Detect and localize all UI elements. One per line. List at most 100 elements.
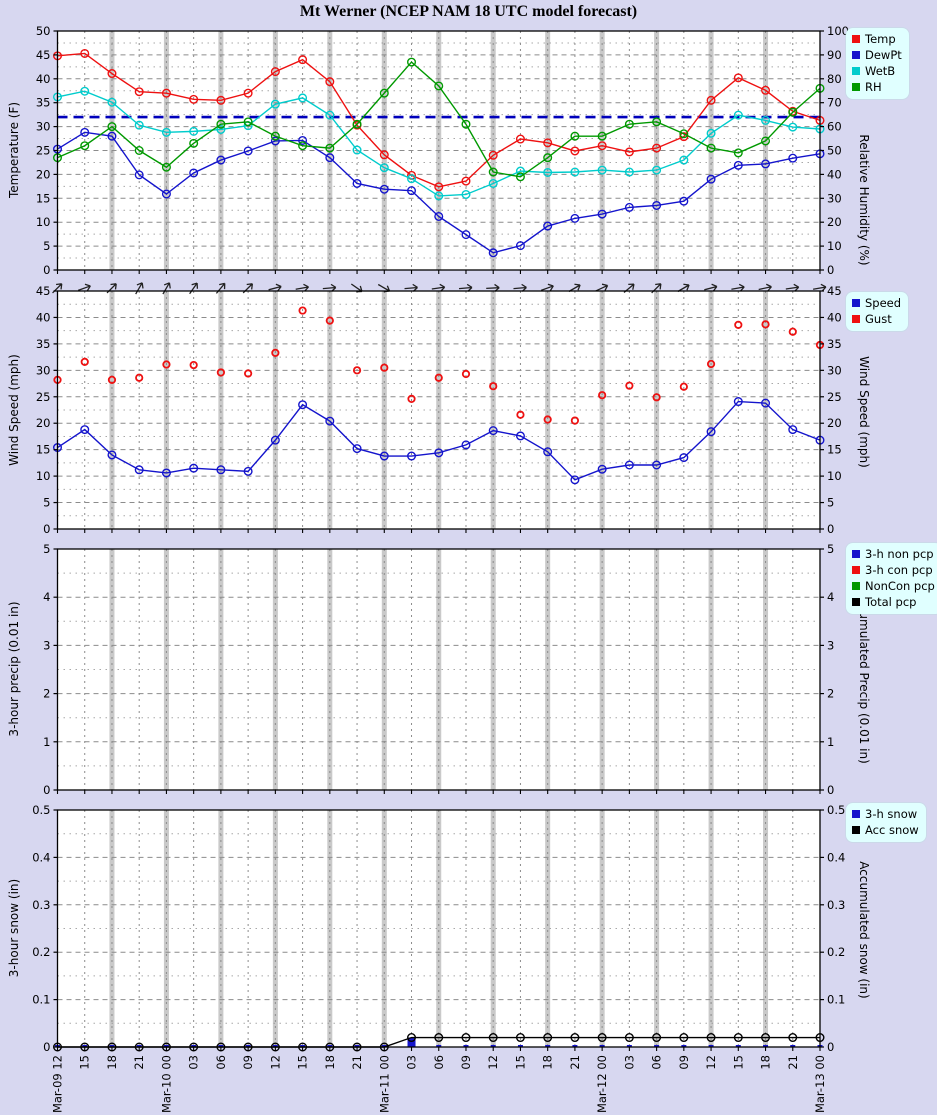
svg-text:2: 2 (827, 687, 834, 701)
svg-text:5: 5 (43, 239, 50, 253)
legend-label: NonCon pcp (865, 579, 935, 593)
legend-swatch-icon (852, 67, 860, 75)
svg-text:06: 06 (650, 1055, 664, 1070)
svg-text:35: 35 (827, 337, 842, 351)
legend-swatch-icon (852, 826, 860, 834)
svg-text:30: 30 (827, 363, 842, 377)
svg-text:18: 18 (541, 1055, 555, 1070)
svg-text:15: 15 (36, 443, 51, 457)
svg-text:1: 1 (827, 735, 834, 749)
svg-text:0.4: 0.4 (827, 850, 845, 864)
legend-swatch-icon (852, 550, 860, 558)
svg-text:12: 12 (486, 1055, 500, 1070)
svg-text:0: 0 (827, 783, 834, 797)
panel-snow: 0 0.1 0.2 0.3 0.4 0.5 0 0.1 0.2 0.3 0.4 0.5 Mar-09 1… (32, 803, 845, 1113)
legend-swatch-icon (852, 51, 860, 59)
svg-text:0.3: 0.3 (32, 898, 50, 912)
svg-text:35: 35 (36, 96, 51, 110)
svg-text:0: 0 (43, 783, 50, 797)
svg-text:03: 03 (622, 1055, 636, 1070)
legend-label: Temp (865, 32, 896, 46)
svg-text:25: 25 (36, 144, 51, 158)
svg-text:21: 21 (350, 1055, 364, 1070)
legend-swatch-icon (852, 35, 860, 43)
svg-text:15: 15 (296, 1055, 310, 1070)
svg-text:20: 20 (827, 215, 842, 229)
legend-label: Acc snow (865, 823, 919, 837)
svg-text:15: 15 (36, 191, 51, 205)
svg-text:4: 4 (827, 590, 834, 604)
svg-text:90: 90 (827, 48, 842, 62)
svg-text:06: 06 (214, 1055, 228, 1070)
svg-text:0.4: 0.4 (32, 850, 50, 864)
svg-text:09: 09 (677, 1055, 691, 1070)
svg-text:10: 10 (827, 239, 842, 253)
svg-text:3: 3 (827, 638, 834, 652)
legend-item-Speed: Speed (852, 295, 901, 311)
svg-text:45: 45 (36, 48, 51, 62)
svg-text:Mar-10 00: Mar-10 00 (159, 1055, 173, 1113)
wind-series-Gust (53, 306, 825, 425)
svg-text:5: 5 (43, 542, 50, 556)
svg-text:Mar-12 00: Mar-12 00 (595, 1055, 609, 1113)
svg-text:03: 03 (405, 1055, 419, 1070)
svg-text:Mar-13 00: Mar-13 00 (813, 1055, 827, 1113)
svg-text:18: 18 (323, 1055, 337, 1070)
svg-text:0: 0 (827, 1040, 834, 1054)
legend-item-Temp: Temp (852, 31, 902, 47)
axis-title-wind-right: Wind Speed (mph) (857, 356, 871, 468)
svg-text:0.2: 0.2 (32, 945, 50, 959)
svg-text:09: 09 (459, 1055, 473, 1070)
svg-text:18: 18 (105, 1055, 119, 1070)
legend-item-NonCon-pcp: NonCon pcp (852, 578, 935, 594)
legend-label: Total pcp (865, 595, 917, 609)
svg-text:5: 5 (43, 496, 50, 510)
svg-text:80: 80 (827, 72, 842, 86)
svg-text:15: 15 (513, 1055, 527, 1070)
svg-text:5: 5 (827, 496, 834, 510)
svg-text:18: 18 (759, 1055, 773, 1070)
svg-text:25: 25 (827, 390, 842, 404)
svg-text:50: 50 (827, 144, 842, 158)
svg-text:15: 15 (78, 1055, 92, 1070)
svg-text:45: 45 (36, 284, 51, 298)
svg-text:09: 09 (241, 1055, 255, 1070)
svg-text:25: 25 (36, 390, 51, 404)
legend-swatch-icon (852, 598, 860, 606)
panel-wind: 0 5 10 15 20 25 30 35 40 45 0 5 10 15 20 25 30 35 40 45 (36, 282, 842, 536)
svg-text:20: 20 (827, 416, 842, 430)
legend-item-Acc-snow: Acc snow (852, 822, 919, 838)
legend-item-DewPt: DewPt (852, 47, 902, 63)
legend-item-WetB: WetB (852, 63, 902, 79)
svg-text:1: 1 (43, 735, 50, 749)
svg-text:0.5: 0.5 (32, 803, 50, 817)
svg-text:4: 4 (43, 590, 50, 604)
svg-text:35: 35 (36, 337, 51, 351)
svg-text:20: 20 (36, 167, 51, 181)
svg-text:50: 50 (36, 24, 51, 38)
svg-text:06: 06 (432, 1055, 446, 1070)
svg-text:10: 10 (36, 469, 51, 483)
axis-title-acc-snow: Accumulated snow (in) (857, 861, 871, 999)
legend-label: RH (865, 80, 882, 94)
svg-text:0.2: 0.2 (827, 945, 845, 959)
svg-text:12: 12 (704, 1055, 718, 1070)
svg-text:0: 0 (43, 1040, 50, 1054)
svg-text:40: 40 (36, 310, 51, 324)
panel-temperature: 0 5 10 15 20 25 30 35 40 45 50 0 10 20 30 40 50 60 70 80 90 1… (36, 24, 849, 277)
svg-text:0.5: 0.5 (827, 803, 845, 817)
svg-text:100: 100 (827, 24, 849, 38)
x-axis-labels: Mar-09 12 15 18 21 Mar-10 00 03 06 09 12 15 18 21 Ma… (51, 1055, 828, 1113)
legend-temperature: Temp DewPt WetB RH (846, 28, 909, 99)
svg-text:10: 10 (827, 469, 842, 483)
svg-text:Mar-09 12: Mar-09 12 (51, 1055, 65, 1113)
legend-label: Gust (865, 312, 892, 326)
svg-text:Mar-11 00: Mar-11 00 (377, 1055, 391, 1113)
svg-text:15: 15 (731, 1055, 745, 1070)
svg-text:0.1: 0.1 (32, 993, 50, 1007)
legend-swatch-icon (852, 810, 860, 818)
svg-text:70: 70 (827, 96, 842, 110)
axis-title-snow: 3-hour snow (in) (7, 878, 21, 978)
legend-label: DewPt (865, 48, 902, 62)
